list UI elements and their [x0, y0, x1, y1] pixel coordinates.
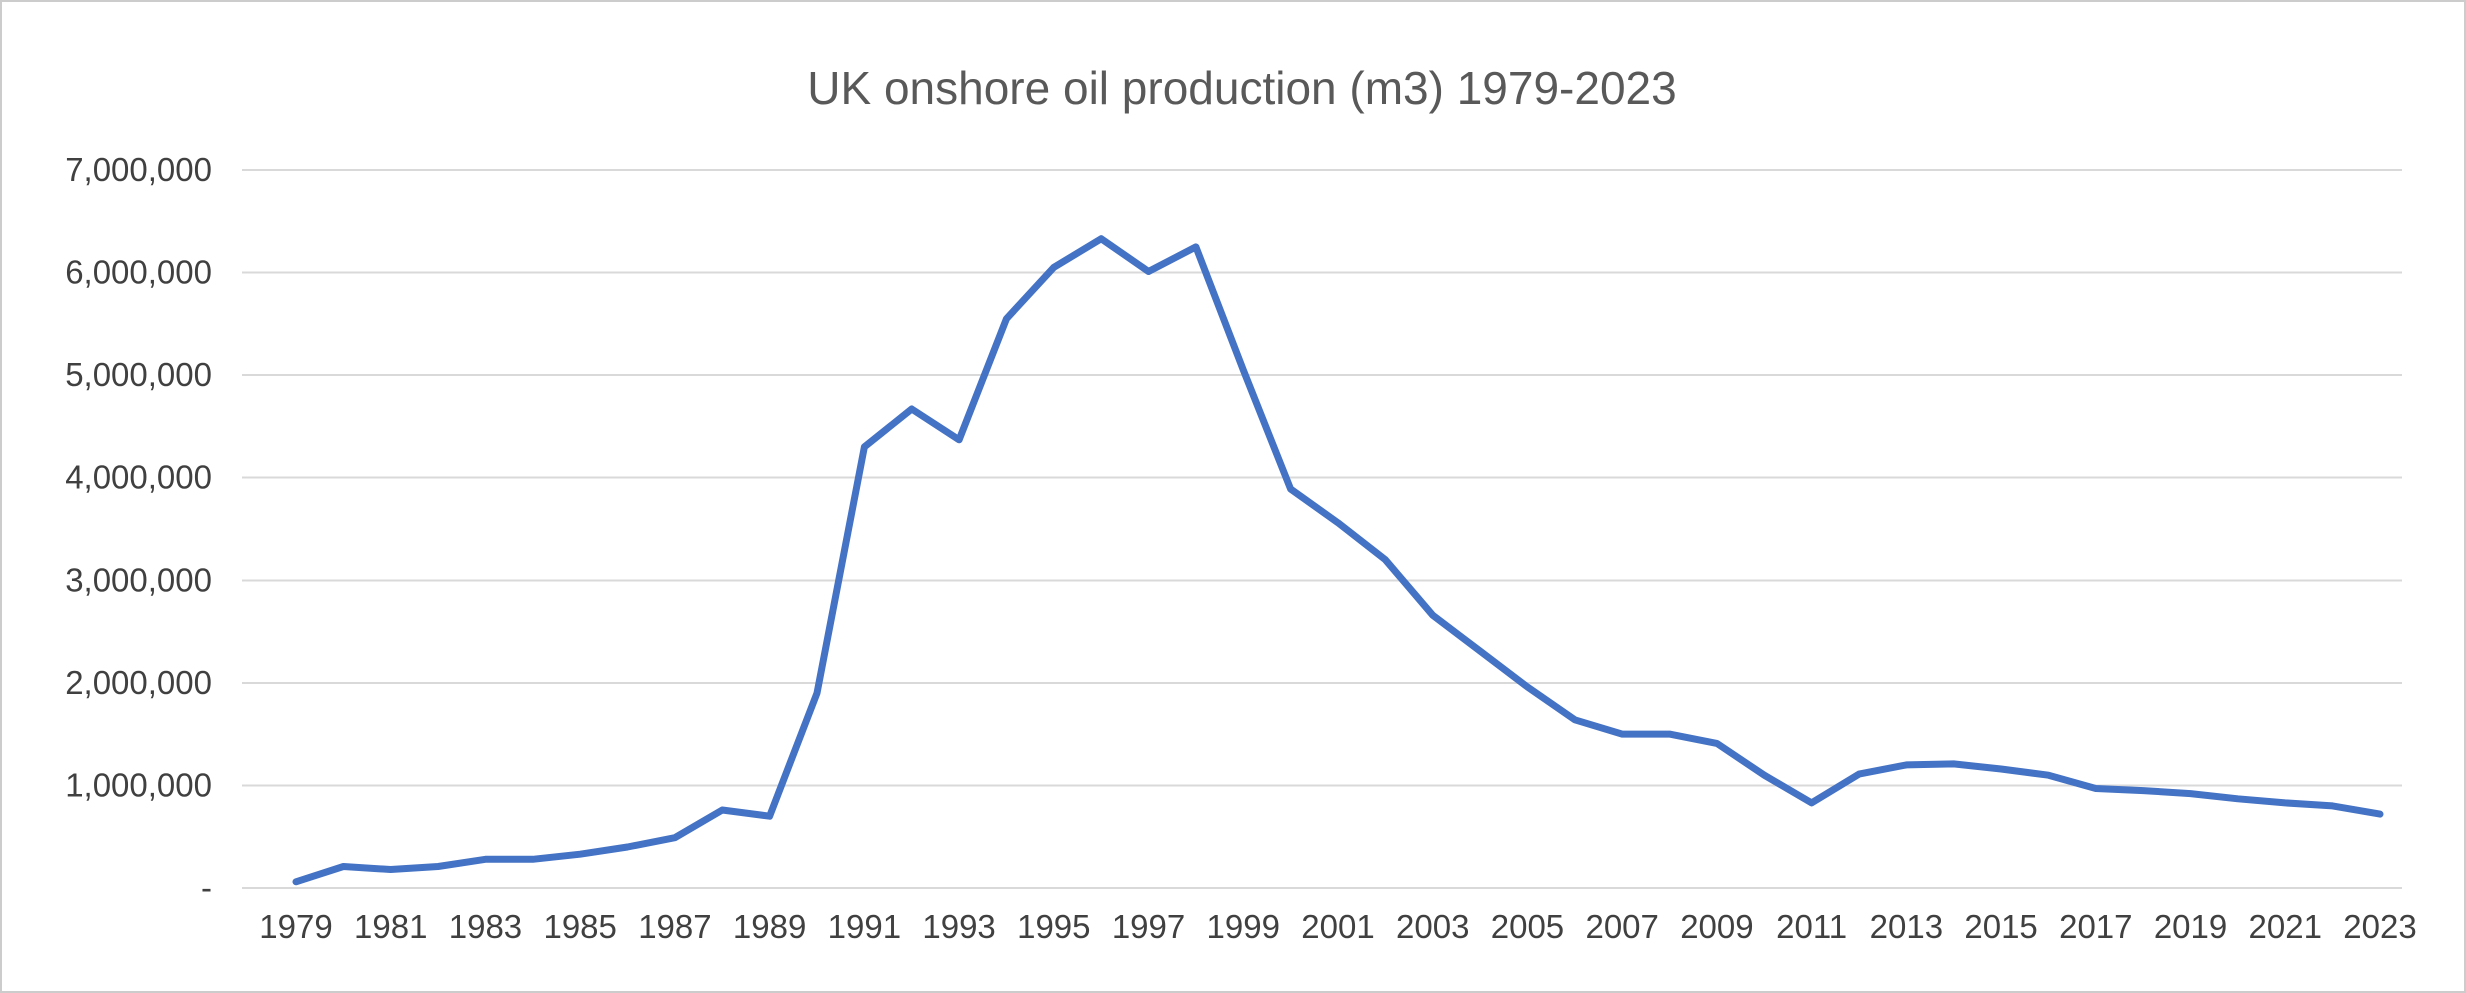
x-tick-label: 2015 [1964, 908, 2037, 945]
x-tick-label: 2005 [1491, 908, 1564, 945]
x-tick-label: 1989 [733, 908, 806, 945]
x-tick-label: 2019 [2154, 908, 2227, 945]
y-tick-label: 5,000,000 [65, 356, 212, 393]
data-series-layer [292, 235, 2384, 886]
production-line-series [292, 235, 2384, 886]
x-tick-label: 2007 [1585, 908, 1658, 945]
chart-title: UK onshore oil production (m3) 1979-2023 [807, 62, 1676, 114]
x-tick-label: 1991 [828, 908, 901, 945]
x-tick-label: 1997 [1112, 908, 1185, 945]
y-tick-label: - [201, 869, 212, 906]
x-axis-labels: 1979 1981 1983 1985 1987 1989 1991 1993 1995 1997… [259, 908, 2416, 945]
x-tick-label: 2017 [2059, 908, 2132, 945]
x-tick-label: 2009 [1680, 908, 1753, 945]
x-tick-label: 1999 [1207, 908, 1280, 945]
x-tick-label: 1985 [543, 908, 616, 945]
x-tick-label: 1981 [354, 908, 427, 945]
gridlines-layer [242, 169, 2402, 889]
y-tick-label: 7,000,000 [65, 151, 212, 188]
y-tick-label: 3,000,000 [65, 561, 212, 598]
y-axis-labels: - 1,000,000 2,000,000 3,000,000 4,000,000 5,0… [65, 151, 212, 906]
x-tick-label: 1993 [922, 908, 995, 945]
x-tick-label: 2003 [1396, 908, 1469, 945]
y-tick-label: 1,000,000 [65, 766, 212, 803]
x-tick-label: 1979 [259, 908, 332, 945]
y-tick-label: 6,000,000 [65, 254, 212, 291]
y-tick-label: 2,000,000 [65, 664, 212, 701]
x-tick-label: 1987 [638, 908, 711, 945]
x-tick-label: 2023 [2343, 908, 2416, 945]
x-tick-label: 1995 [1017, 908, 1090, 945]
x-tick-label: 2013 [1870, 908, 1943, 945]
y-tick-label: 4,000,000 [65, 459, 212, 496]
x-tick-label: 2001 [1301, 908, 1374, 945]
x-tick-label: 2011 [1776, 908, 1847, 945]
x-tick-label: 1983 [449, 908, 522, 945]
x-tick-label: 2021 [2249, 908, 2322, 945]
